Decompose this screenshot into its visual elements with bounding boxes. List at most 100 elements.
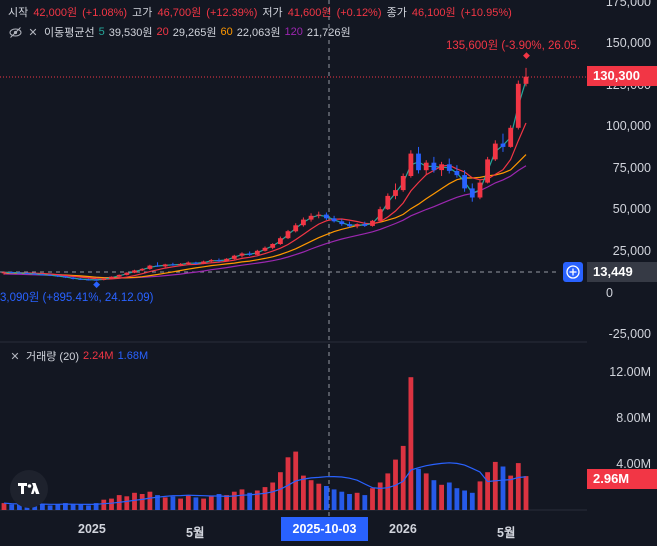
- close-label: 종가: [386, 7, 407, 19]
- candle-body: [201, 261, 206, 264]
- y-tick-100000: 100,000: [605, 119, 651, 133]
- candle-body: [301, 219, 306, 226]
- volume-bar: [354, 492, 360, 510]
- candle-body: [70, 277, 76, 279]
- candle-body: [462, 175, 467, 189]
- volume-bar: [423, 473, 429, 510]
- ma20-value: 29,265원: [172, 27, 217, 39]
- volume-bar: [362, 495, 368, 510]
- volume-bar: [408, 377, 414, 510]
- volume-value: 2.24M: [82, 350, 114, 362]
- candle-body: [523, 76, 529, 84]
- candle-body: [270, 244, 276, 248]
- candle-body: [224, 258, 229, 262]
- candle-body: [393, 190, 398, 196]
- volume-bar: [477, 481, 483, 510]
- candle-body: [139, 268, 145, 271]
- candle-body: [9, 272, 15, 274]
- candle-body: [78, 278, 84, 280]
- volume-bar: [1, 503, 7, 510]
- candle-body: [231, 255, 237, 259]
- crosshair-date-tag: 2025-10-03: [281, 517, 368, 541]
- open-label: 시작: [8, 7, 29, 19]
- volume-bar: [124, 496, 130, 510]
- volume-bar: [416, 468, 421, 510]
- candle-body: [408, 153, 414, 176]
- ma60-value: 22,063원: [236, 27, 281, 39]
- volume-bar: [370, 488, 375, 510]
- high-label: 고가: [132, 7, 153, 19]
- volume-bar: [201, 498, 206, 510]
- volume-bar: [278, 472, 283, 510]
- volume-bar: [285, 457, 291, 510]
- y-tick-25000: 25,000: [612, 244, 651, 258]
- volume-ma-value: 1.68M: [117, 350, 149, 362]
- volume-bar: [55, 504, 61, 510]
- candle-body: [147, 265, 153, 269]
- volume-bar: [132, 492, 137, 510]
- volume-bar: [270, 482, 276, 510]
- volume-bar: [216, 494, 222, 510]
- close-icon[interactable]: ✕: [28, 26, 38, 39]
- candle-body: [492, 143, 498, 160]
- candle-body: [339, 221, 345, 225]
- candle-body: [362, 224, 368, 226]
- tradingview-logo[interactable]: [10, 470, 48, 508]
- volume-bar: [139, 494, 145, 510]
- candle-body: [155, 265, 160, 267]
- y-tick-neg25000: -25,000: [608, 327, 651, 341]
- volume-bar: [439, 484, 444, 510]
- volume-bar: [262, 487, 268, 510]
- candle-body: [247, 253, 253, 255]
- y-tick-175000: 175,000: [605, 0, 651, 9]
- candle-body: [17, 272, 22, 274]
- volume-bar: [109, 498, 114, 510]
- volume-bar: [400, 445, 406, 510]
- volume-bar: [308, 480, 314, 510]
- candle-body: [124, 272, 130, 275]
- volume-bar: [155, 495, 160, 510]
- candle-body: [24, 273, 30, 275]
- candle-body: [416, 153, 421, 171]
- volume-bar: [224, 495, 229, 510]
- candle-body: [1, 272, 7, 274]
- candle-body: [178, 263, 183, 266]
- visibility-toggle-icon[interactable]: [8, 25, 22, 39]
- candle-body: [439, 164, 444, 171]
- low-change: (+0.12%): [336, 7, 382, 19]
- volume-bar: [101, 499, 107, 510]
- volume-bar: [93, 503, 99, 510]
- candle-body: [132, 270, 137, 273]
- crosshair-price-tag: 13,449: [587, 262, 657, 282]
- x-label-may-2026: 5월: [497, 526, 516, 540]
- candle-body: [63, 276, 68, 278]
- candle-body: [239, 253, 245, 256]
- vol-tick-12m: 12.00M: [609, 365, 651, 379]
- volume-bar: [515, 463, 521, 510]
- volume-bar: [70, 504, 76, 510]
- x-label-2025: 2025: [78, 522, 106, 536]
- volume-bar: [231, 491, 237, 510]
- volume-bar: [147, 491, 153, 510]
- volume-bar: [40, 504, 45, 510]
- volume-bar: [185, 495, 191, 510]
- last-volume-tag: 2.96M: [587, 469, 657, 489]
- ma120-period: 120: [284, 26, 303, 38]
- x-label-2026: 2026: [389, 522, 417, 536]
- candle-body: [101, 278, 107, 280]
- candle-body: [278, 238, 283, 244]
- volume-close-icon[interactable]: ✕: [10, 350, 20, 363]
- candle-body: [293, 225, 299, 232]
- y-tick-75000: 75,000: [612, 161, 651, 175]
- open-value: 42,000원: [33, 7, 78, 19]
- candle-body: [485, 159, 490, 183]
- high-change: (+12.39%): [206, 7, 258, 19]
- close-value: 46,100원: [411, 7, 456, 19]
- volume-bar: [500, 466, 506, 510]
- volume-bar: [78, 504, 84, 510]
- high-value: 46,700원: [157, 7, 202, 19]
- add-alert-button[interactable]: [563, 262, 583, 282]
- ma-title: 이동평균선: [44, 27, 95, 39]
- vol-tick-4m: 4.00M: [616, 457, 651, 471]
